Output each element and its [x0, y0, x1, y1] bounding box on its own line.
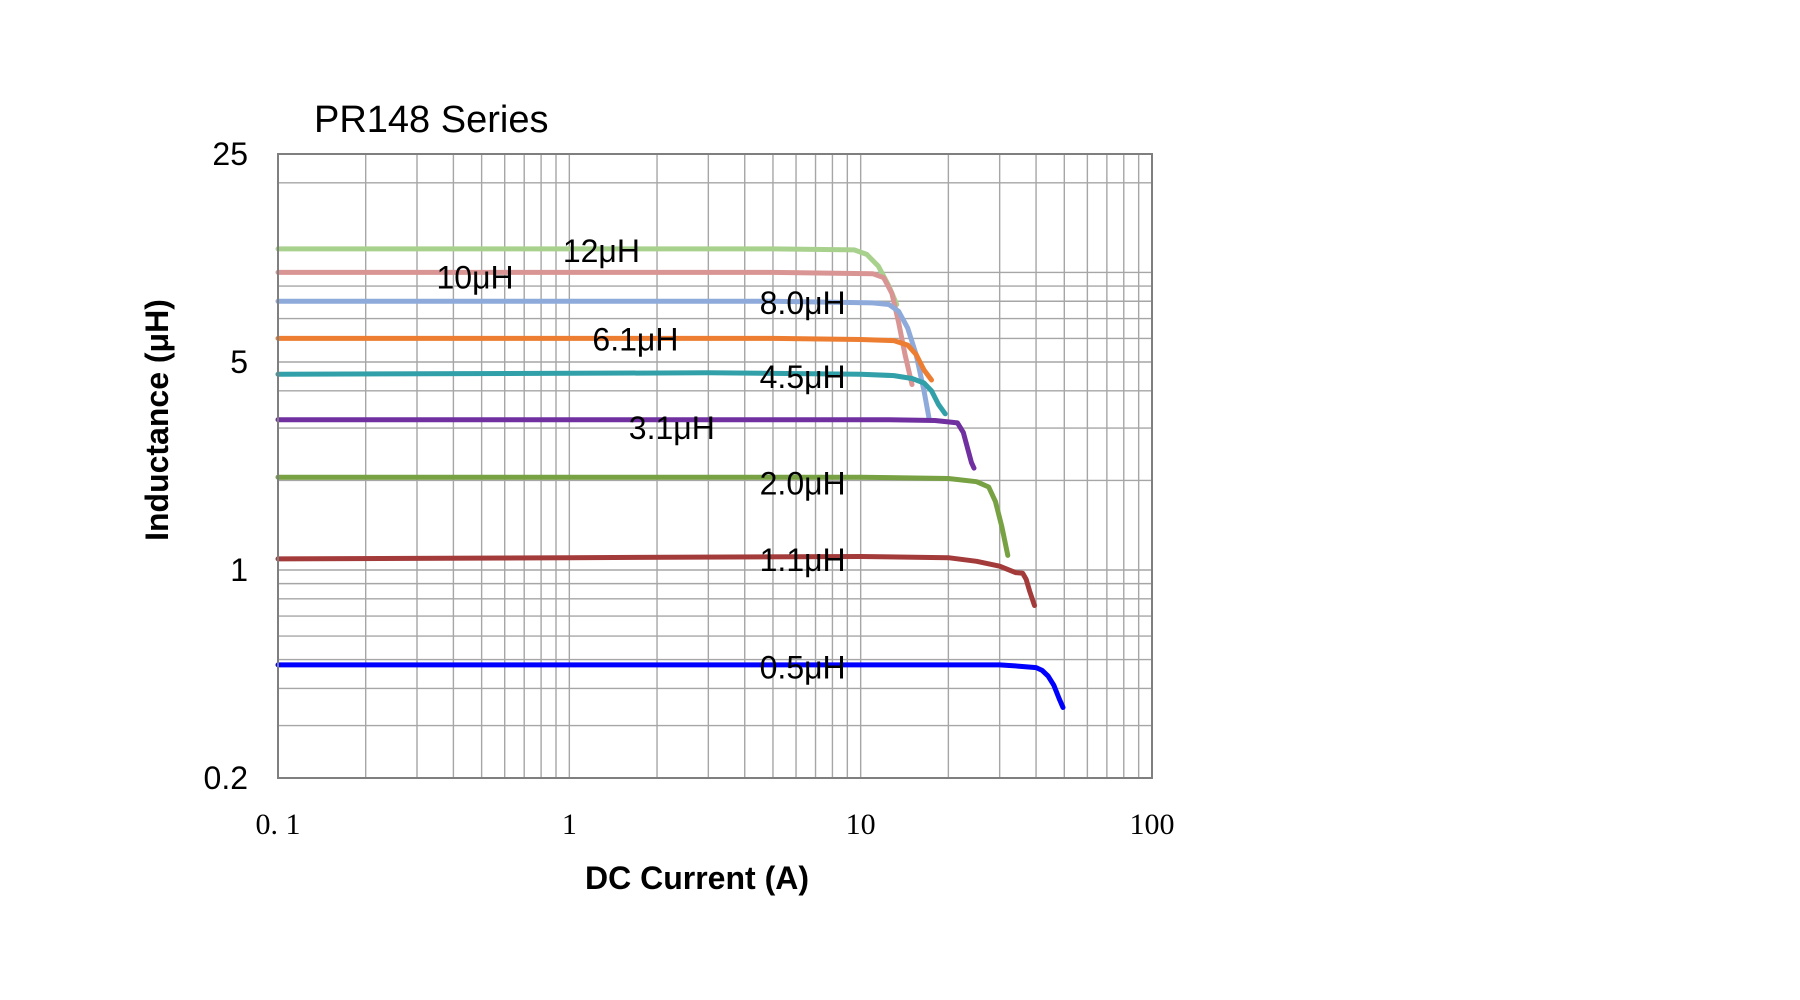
series-label-10uh: 10μH — [437, 260, 514, 296]
series-label-4.5uh: 4.5μH — [760, 359, 846, 395]
x-tick-label: 10 — [846, 808, 876, 841]
series-line-3.1uh — [275, 417, 977, 471]
series-label-8.0uh: 8.0μH — [760, 285, 846, 321]
x-tick-label: 1 — [562, 808, 577, 841]
y-axis-ticks: 25 5 1 0.2 — [204, 136, 248, 796]
series-label-3.1uh: 3.1μH — [629, 410, 715, 446]
series-line-2.0uh — [275, 474, 1011, 558]
chart-series — [275, 246, 1066, 710]
x-tick-label: 0. 1 — [256, 808, 301, 841]
plot-area-frame — [277, 153, 1153, 779]
y-tick-label: 0.2 — [204, 760, 248, 796]
x-tick-label: 100 — [1130, 808, 1175, 841]
series-line-1.1uh — [275, 554, 1037, 608]
series-line-0.5uh — [275, 662, 1066, 710]
y-axis-title: Inductance (μH) — [139, 299, 175, 541]
x-axis-ticks: 0. 1 1 10 100 — [256, 808, 1175, 841]
chart-title: PR148 Series — [314, 99, 548, 141]
y-tick-label: 1 — [230, 552, 248, 588]
series-label-12uh: 12μH — [563, 233, 640, 269]
y-tick-label: 25 — [212, 136, 248, 172]
series-line-8.0uh — [275, 298, 932, 423]
series-label-2.0uh: 2.0μH — [760, 466, 846, 502]
x-axis-title: DC Current (A) — [585, 860, 809, 896]
series-label-6.1uh: 6.1μH — [592, 322, 678, 358]
series-line-4.5uh — [275, 370, 948, 417]
series-label-1.1uh: 1.1μH — [760, 542, 846, 578]
series-label-0.5uh: 0.5μH — [760, 650, 846, 686]
y-tick-label: 5 — [230, 344, 248, 380]
series-labels: 12μH 10μH 8.0μH 6.1μH 4.5μH 3.1μH 2.0μH 1.1μH 0.… — [437, 233, 846, 686]
series-line-6.1uh — [275, 335, 934, 383]
